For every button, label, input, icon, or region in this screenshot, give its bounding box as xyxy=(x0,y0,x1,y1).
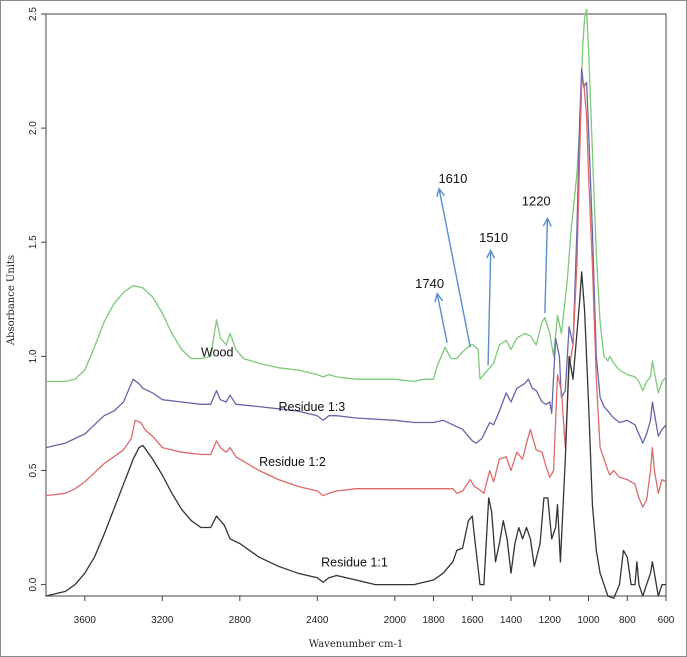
series-label-wood: Wood xyxy=(201,345,233,359)
x-tick-label: 1400 xyxy=(500,615,523,626)
y-tick-label: 1.0 xyxy=(28,349,39,363)
x-axis-ticks: 3600 3200 2800 2400 2000 1800 1600 1400 1200 1000… xyxy=(74,596,675,626)
series-line-wood xyxy=(46,8,667,394)
series-line-residue-1-1 xyxy=(45,271,666,599)
y-tick-label: 0.0 xyxy=(28,577,39,591)
series-layer xyxy=(45,8,667,599)
annotation-arrow-1740 xyxy=(437,295,448,343)
x-tick-label: 1000 xyxy=(577,615,600,626)
x-tick-label: 2400 xyxy=(306,615,329,626)
x-axis-label: Wavenumber cm-1 xyxy=(309,639,403,650)
x-tick-label: 1200 xyxy=(539,615,562,626)
annotation-label-1610: 1610 xyxy=(438,171,467,186)
series-label-residue-1-3: Residue 1:3 xyxy=(279,400,346,414)
annotation-label-1510: 1510 xyxy=(479,230,508,245)
annotation-arrow-1510 xyxy=(488,251,491,366)
x-tick-label: 3200 xyxy=(151,615,174,626)
series-label-residue-1-2: Residue 1:2 xyxy=(259,455,326,469)
series-label-residue-1-1: Residue 1:1 xyxy=(321,555,388,569)
y-axis-ticks: 0.0 0.5 1.0 1.5 2.0 2.5 xyxy=(28,7,46,592)
x-tick-label: 600 xyxy=(658,615,675,626)
y-tick-label: 1.5 xyxy=(28,235,39,249)
series-line-residue-1-2 xyxy=(45,81,667,508)
y-axis-label: Absorbance Units xyxy=(6,255,17,346)
plot-area xyxy=(45,13,667,597)
x-tick-label: 2000 xyxy=(384,615,407,626)
y-tick-label: 2.5 xyxy=(28,7,39,21)
annotation-label-1220: 1220 xyxy=(522,194,551,209)
y-tick-label: 0.5 xyxy=(28,463,39,477)
series-label-layer: Wood Residue 1:3 Residue 1:2 Residue 1:1 xyxy=(201,345,388,569)
series-line-residue-1-3 xyxy=(45,68,667,449)
x-tick-label: 2800 xyxy=(229,615,252,626)
x-tick-label: 1600 xyxy=(461,615,484,626)
x-tick-label: 800 xyxy=(619,615,636,626)
annotation-layer: 1610 1740 1510 1220 xyxy=(415,171,551,366)
y-tick-label: 2.0 xyxy=(28,121,39,135)
x-tick-label: 1800 xyxy=(422,615,445,626)
plot-border xyxy=(45,13,667,597)
annotation-label-1740: 1740 xyxy=(415,276,444,291)
annotation-arrow-1610 xyxy=(439,190,471,348)
x-tick-label: 3600 xyxy=(74,615,97,626)
annotation-arrow-1220 xyxy=(545,219,548,314)
